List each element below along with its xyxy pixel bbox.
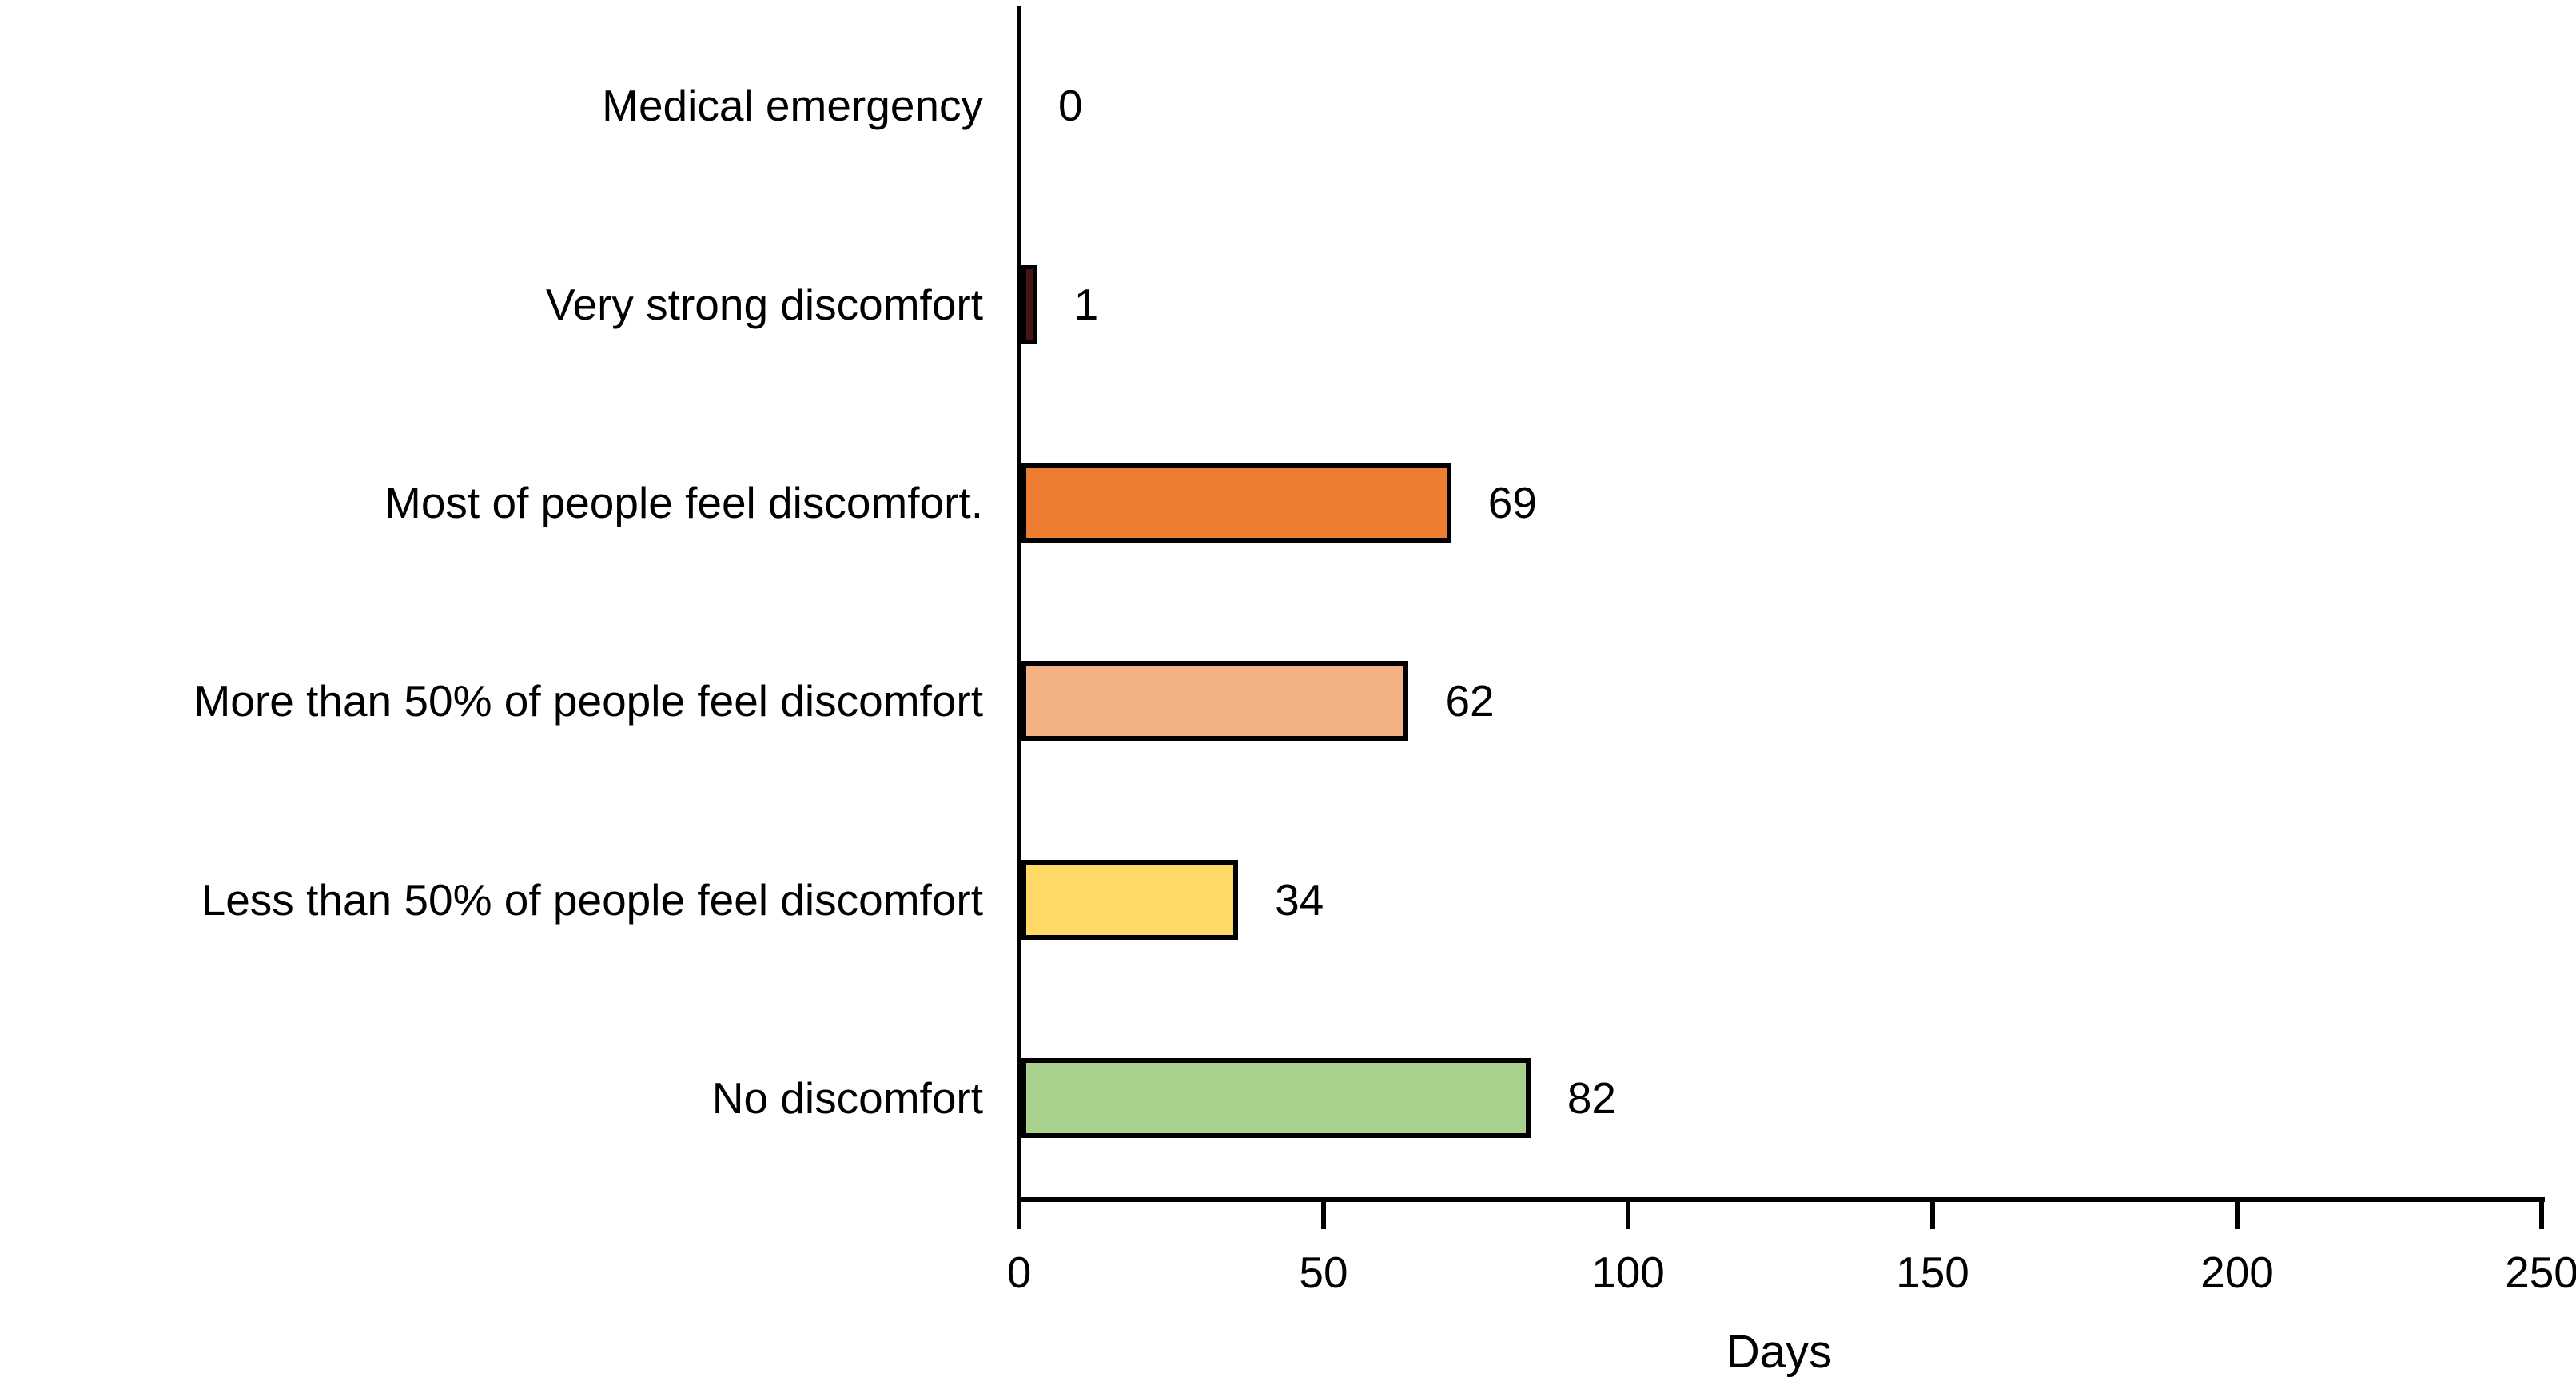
x-axis-tick [1017,1202,1021,1229]
value-label: 34 [1275,874,1324,925]
x-axis-tick [1321,1202,1326,1229]
bar [1021,661,1409,742]
x-axis-tick-label: 150 [1896,1248,1969,1297]
value-axis-line [1017,1197,2545,1202]
value-label: 1 [1073,279,1099,329]
category-label: No discomfort [711,1073,983,1123]
x-axis-tick [1930,1202,1935,1229]
bar [1021,264,1037,344]
category-label: Less than 50% of people feel discomfort [201,874,983,925]
x-axis-tick-label: 50 [1299,1248,1348,1297]
category-label: Medical emergency [602,81,983,131]
bar [1021,859,1239,940]
value-label: 69 [1487,477,1537,527]
category-axis-line [1017,6,1021,1202]
value-label: 62 [1445,676,1495,726]
x-axis-title: Days [1726,1326,1833,1378]
x-axis-tick [2235,1202,2240,1229]
x-axis-tick-label: 0 [1006,1248,1032,1297]
x-axis-tick [2539,1202,2544,1229]
bar [1021,462,1451,543]
x-axis-tick-label: 250 [2505,1248,2576,1297]
x-axis-tick [1626,1202,1630,1229]
category-label: More than 50% of people feel discomfort [193,676,983,726]
bar [1021,1057,1531,1138]
category-label: Most of people feel discomfort. [384,477,983,527]
x-axis-tick-label: 200 [2200,1248,2274,1297]
value-label: 82 [1567,1073,1617,1123]
x-axis-tick-label: 100 [1591,1248,1665,1297]
value-label: 0 [1058,81,1083,131]
category-label: Very strong discomfort [545,279,983,329]
